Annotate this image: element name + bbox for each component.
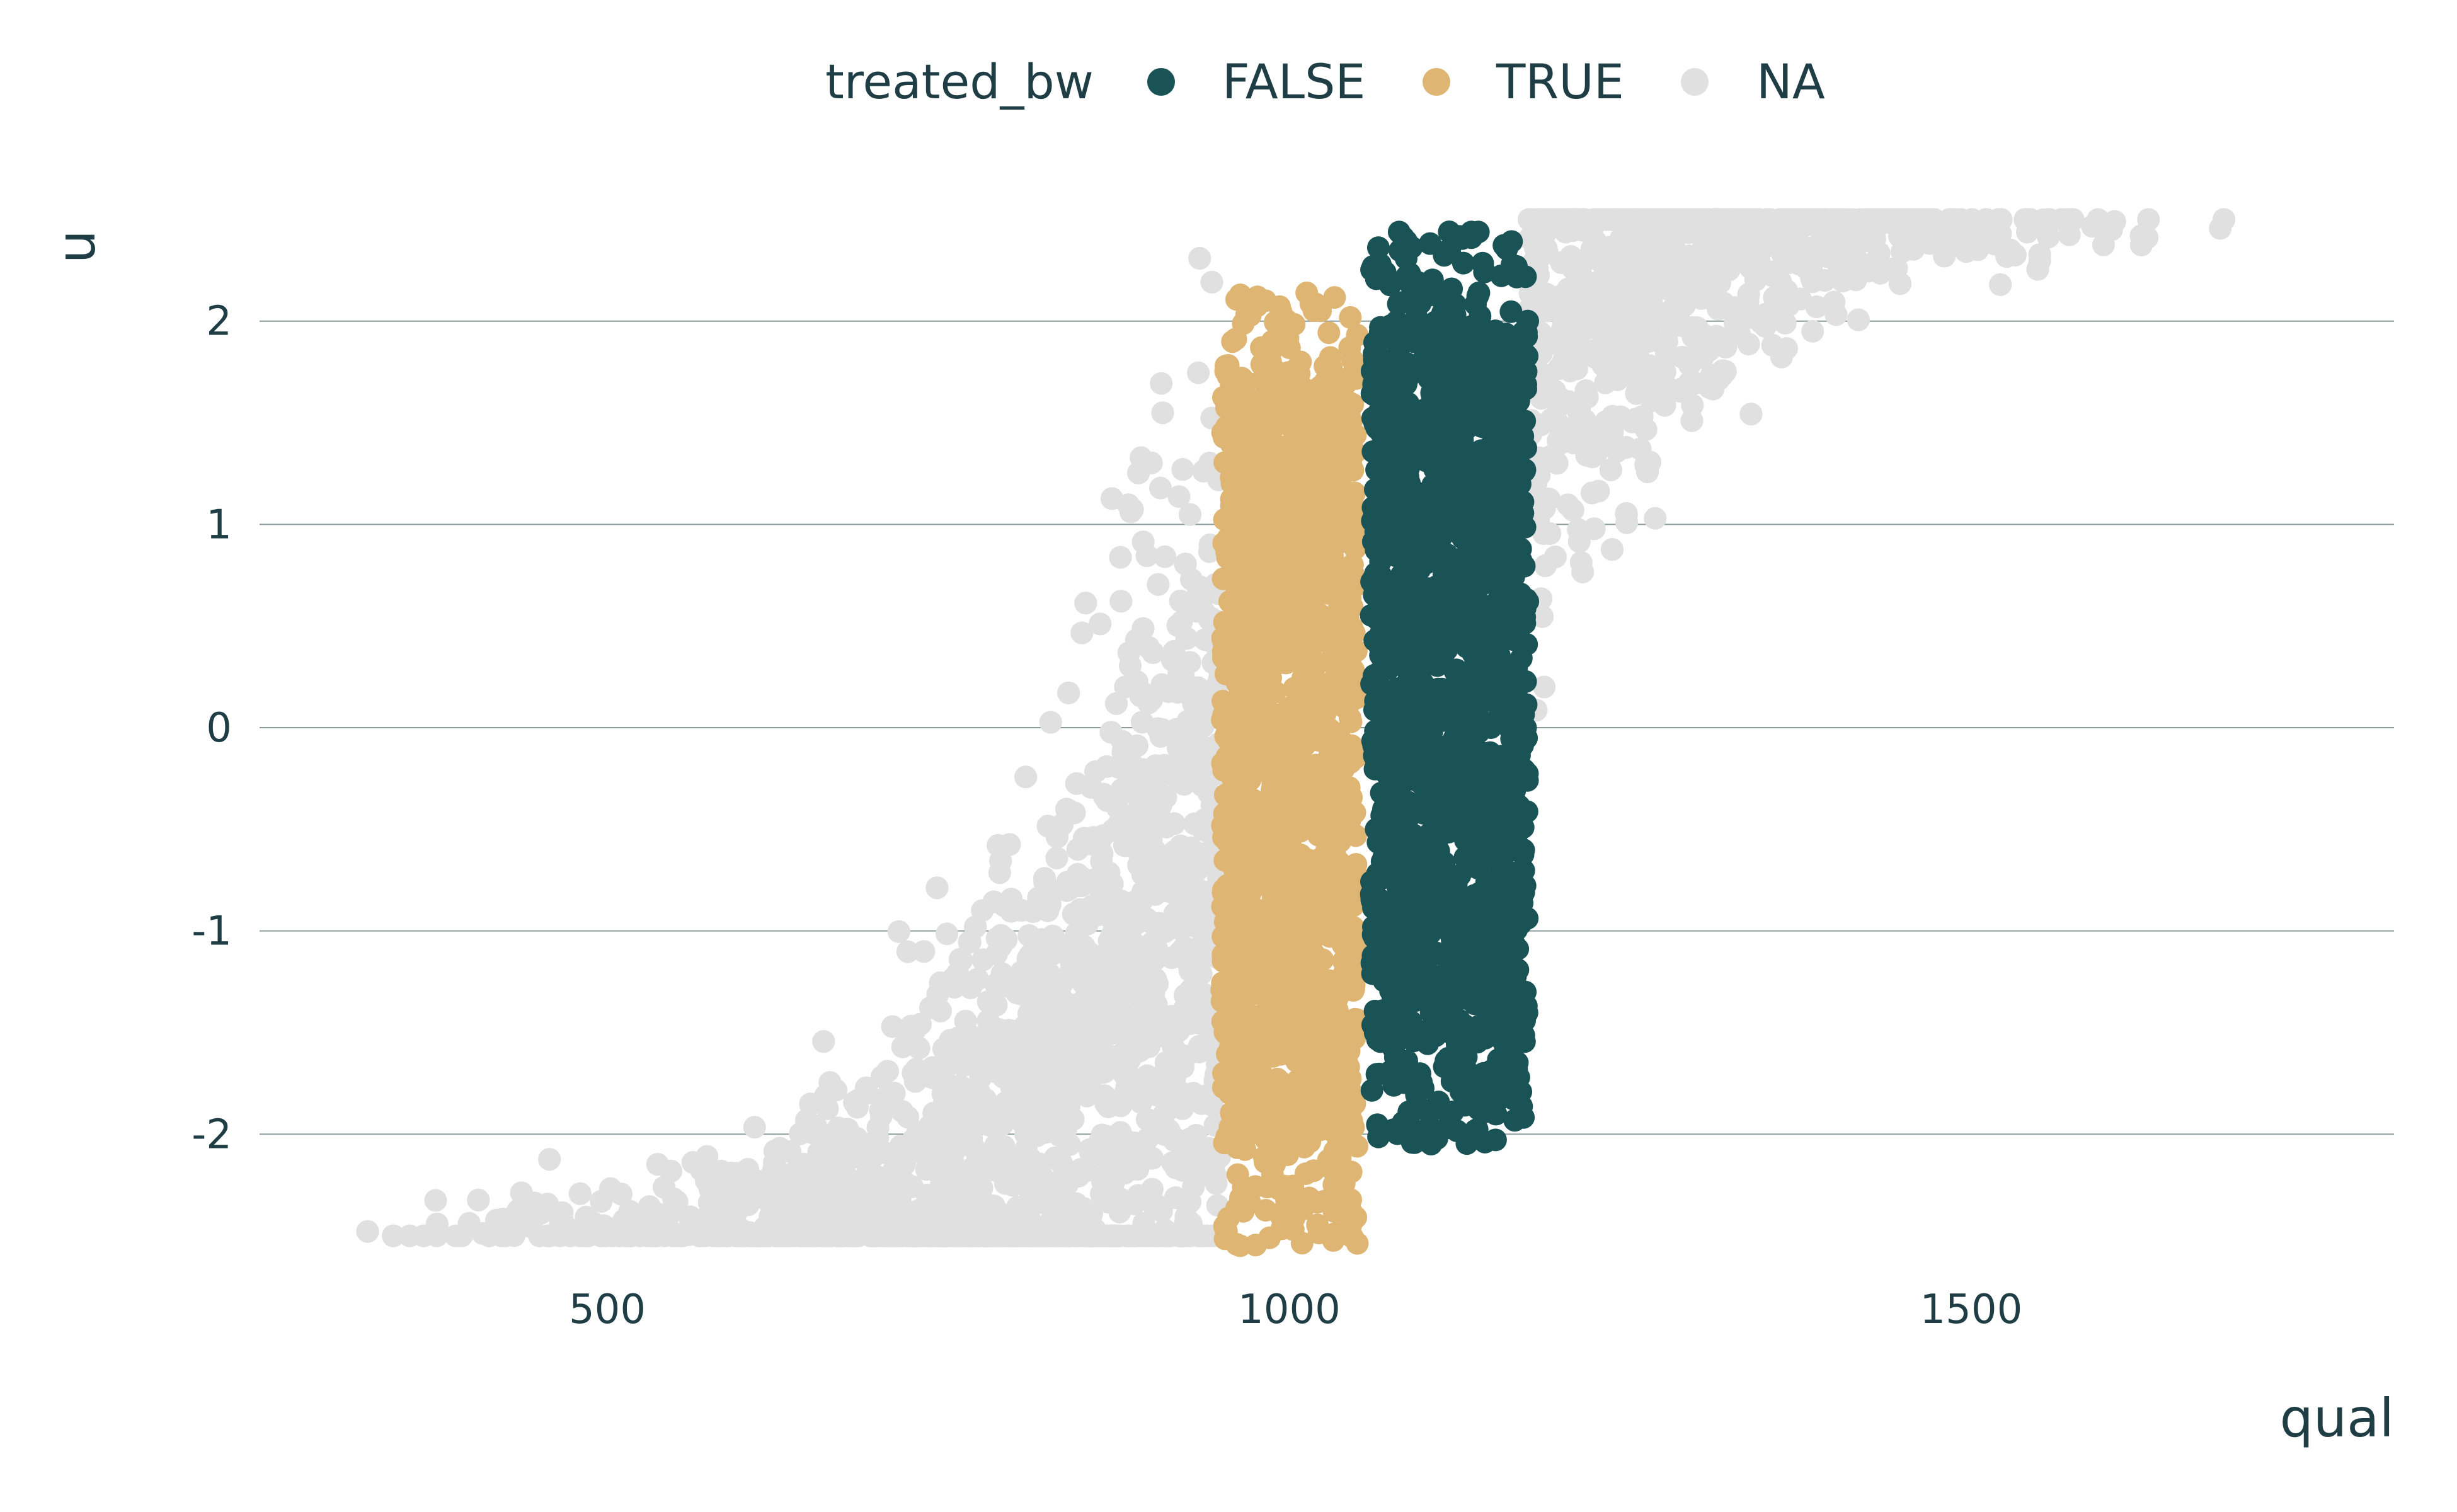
point-na [356,1220,379,1243]
point-na [925,876,949,900]
point-na [1615,511,1639,534]
point-na [1801,319,1824,343]
point-na [812,1030,835,1053]
point-na [1148,1195,1171,1218]
point-na [1192,459,1215,483]
point-na [912,940,936,963]
point-na [467,1188,490,1211]
point-na [510,1181,533,1205]
point-na [1187,361,1210,384]
point-na [743,1116,766,1139]
point-na [1737,333,1760,356]
data-points [356,208,2236,1257]
point-na [1600,538,1624,561]
point-na [1571,560,1595,583]
point-na [1161,649,1184,672]
point-na [896,940,919,963]
point-na [1109,546,1132,569]
point-na [424,1189,447,1212]
point-na [1200,270,1223,294]
point-na [1014,765,1038,789]
point-na [1045,846,1068,869]
point-na [1644,507,1667,530]
point-na [1169,589,1192,612]
point-na [1149,476,1172,500]
point-na [1154,545,1177,568]
point-na [1847,308,1870,331]
point-na [1167,485,1191,508]
point-na [887,920,910,943]
point-na [936,922,958,946]
point-na [457,1211,481,1235]
point-na [1150,372,1173,395]
point-na [1775,337,1798,360]
